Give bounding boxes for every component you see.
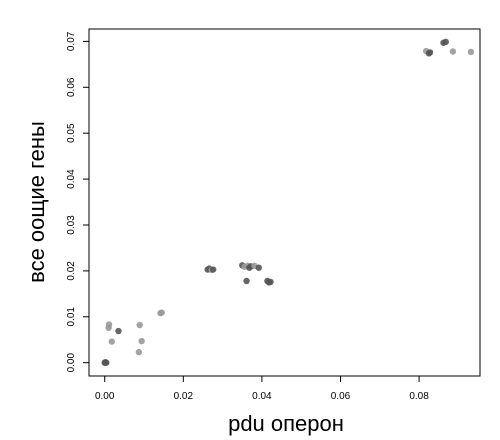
- y-tick-label: 0.03: [66, 215, 77, 235]
- x-axis: 0.00 0.02 0.04 0.06 0.08: [95, 376, 429, 402]
- y-tick-label: 0.05: [66, 123, 77, 143]
- data-points: [101, 38, 475, 366]
- data-point: [115, 327, 122, 335]
- y-axis-title: все оощие гены: [24, 121, 49, 283]
- y-tick-label: 0.04: [66, 169, 77, 189]
- x-tick-label: 0.04: [252, 391, 272, 402]
- plot-frame: [88, 28, 481, 377]
- data-point: [108, 338, 115, 345]
- x-tick-label: 0.08: [409, 391, 429, 402]
- y-axis: 0.00 0.01 0.02 0.03 0.04 0.05 0.06 0.07: [66, 31, 89, 372]
- y-tick-label: 0.00: [66, 353, 77, 373]
- y-tick-label: 0.01: [66, 307, 77, 327]
- data-point: [135, 348, 143, 356]
- data-point: [105, 321, 113, 328]
- data-point: [449, 48, 457, 55]
- x-tick-label: 0.06: [331, 391, 351, 402]
- y-tick-label: 0.02: [66, 261, 77, 281]
- data-point: [442, 38, 450, 46]
- y-tick-label: 0.06: [66, 77, 77, 97]
- data-point: [103, 359, 110, 366]
- y-tick-label: 0.07: [66, 31, 77, 51]
- data-point: [136, 321, 143, 329]
- data-point: [267, 278, 274, 286]
- data-point: [426, 49, 434, 56]
- x-tick-label: 0.00: [95, 391, 115, 402]
- data-point: [209, 266, 217, 273]
- x-axis-title: pdu оперон: [228, 411, 344, 436]
- data-point: [243, 277, 250, 285]
- data-point: [158, 309, 165, 316]
- data-point: [138, 337, 145, 345]
- data-point: [255, 264, 262, 271]
- x-tick-label: 0.02: [174, 391, 194, 402]
- data-point: [467, 48, 475, 56]
